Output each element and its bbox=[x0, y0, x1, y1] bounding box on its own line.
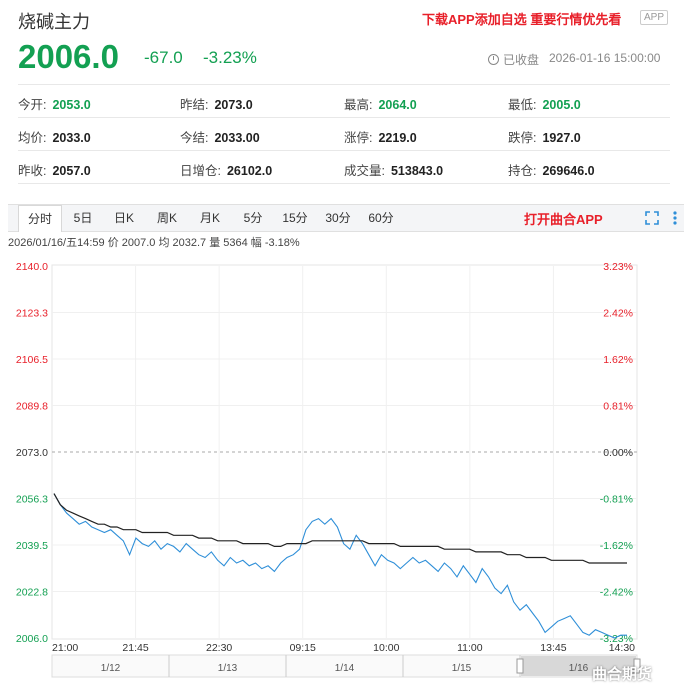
stat-value-settle: 2033.00 bbox=[214, 131, 260, 145]
navigator-date-label: 1/15 bbox=[452, 663, 472, 674]
clock-icon bbox=[488, 54, 499, 65]
divider bbox=[18, 84, 670, 85]
chart-x-axis-labels: 21:00 21:45 22:30 09:15 10:00 11:00 13:45 14:30 bbox=[52, 642, 635, 654]
y-tick-label-left: 2022.8 bbox=[16, 587, 48, 599]
stat-value-high: 2064.0 bbox=[378, 98, 417, 112]
date-navigator[interactable]: 1/12 1/13 1/14 1/15 1/16 bbox=[51, 654, 641, 678]
stat-value-volume: 513843.0 bbox=[390, 164, 444, 178]
stat-label-high: 最高: bbox=[344, 98, 373, 112]
price-change: -67.0 bbox=[144, 48, 183, 67]
y-tick-label-left: 2089.8 bbox=[16, 401, 48, 413]
x-tick-label: 09:15 bbox=[290, 642, 316, 654]
period-toolbar: 分时 5日 日K 周K 月K 5分 15分 30分 60分 打开曲合APP bbox=[8, 204, 684, 232]
intraday-chart[interactable]: 2140.0 3.23% 2123.3 2.42% 2106.5 1.62% 2089.8 0… bbox=[0, 250, 700, 690]
stats-row-2: 均价: 2033.0 今结: 2033.00 涨停: 2219.0 跌停: 1927.0 bbox=[18, 120, 670, 148]
y-tick-label-right: 3.23% bbox=[603, 261, 633, 273]
navigator-selection bbox=[521, 656, 636, 676]
divider bbox=[18, 183, 670, 184]
divider bbox=[18, 117, 670, 118]
tab-weekly-k[interactable]: 周K bbox=[156, 211, 177, 225]
stat-label-settle: 今结: bbox=[180, 131, 209, 145]
x-tick-label: 13:45 bbox=[540, 642, 566, 654]
y-tick-label-right: 0.00% bbox=[603, 447, 633, 459]
x-tick-label: 21:45 bbox=[122, 642, 148, 654]
page-title: 烧碱主力 bbox=[18, 12, 90, 32]
tab-daily-k[interactable]: 日K bbox=[113, 211, 134, 225]
stats-row-3: 昨收: 2057.0 日增仓: 26102.0 成交量: 513843.0 持仓: 26… bbox=[18, 153, 670, 181]
y-tick-label-left: 2140.0 bbox=[16, 261, 48, 273]
y-tick-label-right: -3.23% bbox=[600, 633, 633, 645]
tab-5day[interactable]: 5日 bbox=[73, 211, 93, 225]
tab-60min[interactable]: 60分 bbox=[368, 211, 394, 225]
last-price: 2006.0 bbox=[18, 38, 119, 75]
stat-value-open: 2053.0 bbox=[52, 98, 91, 112]
stat-label-volume: 成交量: bbox=[344, 164, 385, 178]
stat-label-prev-close: 昨收: bbox=[18, 164, 47, 178]
y-tick-label-right: 2.42% bbox=[603, 308, 633, 320]
crosshair-info-bar: 2026/01/16/五14:59 价 2007.0 均 2032.7 量 53… bbox=[8, 237, 300, 249]
chart-lines bbox=[53, 493, 627, 639]
x-tick-label: 21:00 bbox=[52, 642, 78, 654]
x-tick-label: 10:00 bbox=[373, 642, 399, 654]
price-change-percent: -3.23% bbox=[203, 48, 257, 67]
open-app-link[interactable]: 打开曲合APP bbox=[524, 212, 603, 227]
stat-label-limit-up: 涨停: bbox=[344, 131, 373, 145]
stats-row-1: 今开: 2053.0 昨结: 2073.0 最高: 2064.0 最低: 2005.0 bbox=[18, 87, 670, 115]
watermark: 曲合期货 bbox=[592, 666, 653, 683]
stat-label-open-interest: 持仓: bbox=[508, 164, 537, 178]
navigator-date-label: 1/13 bbox=[218, 663, 238, 674]
fullscreen-icon[interactable] bbox=[645, 211, 659, 225]
stat-value-open-interest: 269646.0 bbox=[542, 164, 595, 178]
y-tick-label-right: 0.81% bbox=[603, 401, 633, 413]
chart-y-axis-labels: 2140.0 3.23% 2123.3 2.42% 2106.5 1.62% 2089.8 0… bbox=[16, 261, 633, 645]
stat-value-limit-down: 1927.0 bbox=[542, 131, 581, 145]
stat-value-prev-close: 2057.0 bbox=[52, 164, 91, 178]
market-status: 已收盘 bbox=[488, 51, 539, 68]
navigator-handle-right bbox=[633, 658, 641, 674]
y-tick-label-left: 2006.0 bbox=[16, 633, 48, 645]
y-tick-label-left: 2039.5 bbox=[16, 540, 48, 552]
tab-30min[interactable]: 30分 bbox=[325, 211, 351, 225]
navigator-date-label: 1/16 bbox=[569, 663, 589, 674]
tab-5min[interactable]: 5分 bbox=[243, 211, 263, 225]
quote-datetime: 2026-01-16 15:00:00 bbox=[549, 51, 661, 65]
y-tick-label-right: -2.42% bbox=[600, 587, 633, 599]
y-tick-label-right: -1.62% bbox=[600, 540, 633, 552]
stat-label-open: 今开: bbox=[18, 98, 47, 112]
stat-label-limit-down: 跌停: bbox=[508, 131, 537, 145]
more-options-icon[interactable] bbox=[672, 210, 678, 226]
x-tick-label: 14:30 bbox=[609, 642, 635, 654]
y-tick-label-left: 2123.3 bbox=[16, 308, 48, 320]
stat-value-low: 2005.0 bbox=[542, 98, 581, 112]
app-badge: APP bbox=[640, 10, 669, 25]
navigator-date-label: 1/12 bbox=[101, 663, 121, 674]
download-app-promo-link[interactable]: 下载APP添加自选 重要行情优先看 bbox=[422, 12, 622, 27]
y-tick-label-right: 1.62% bbox=[603, 354, 633, 366]
y-tick-label-right: -0.81% bbox=[600, 494, 633, 506]
price-line bbox=[53, 493, 627, 639]
x-tick-label: 11:00 bbox=[457, 642, 483, 654]
stat-label-low: 最低: bbox=[508, 98, 537, 112]
navigator-handle-left bbox=[516, 658, 524, 674]
chart-plot-area bbox=[51, 264, 638, 640]
stat-label-oi-change: 日增仓: bbox=[180, 164, 221, 178]
market-status-label: 已收盘 bbox=[503, 53, 540, 67]
x-tick-label: 22:30 bbox=[206, 642, 232, 654]
stat-value-limit-up: 2219.0 bbox=[378, 131, 417, 145]
navigator-date-label: 1/14 bbox=[335, 663, 355, 674]
y-tick-label-left: 2073.0 bbox=[16, 447, 48, 459]
y-tick-label-left: 2106.5 bbox=[16, 354, 48, 366]
tab-monthly-k[interactable]: 月K bbox=[199, 211, 220, 225]
divider bbox=[18, 150, 670, 151]
stat-value-oi-change: 26102.0 bbox=[226, 164, 273, 178]
tab-intraday[interactable]: 分时 bbox=[18, 205, 62, 232]
tab-15min[interactable]: 15分 bbox=[282, 211, 308, 225]
y-tick-label-left: 2056.3 bbox=[16, 494, 48, 506]
stat-label-prev-settle: 昨结: bbox=[180, 98, 209, 112]
average-line bbox=[53, 493, 627, 564]
stat-label-avg: 均价: bbox=[18, 131, 47, 145]
stat-value-prev-settle: 2073.0 bbox=[214, 98, 253, 112]
stat-value-avg: 2033.0 bbox=[52, 131, 91, 145]
